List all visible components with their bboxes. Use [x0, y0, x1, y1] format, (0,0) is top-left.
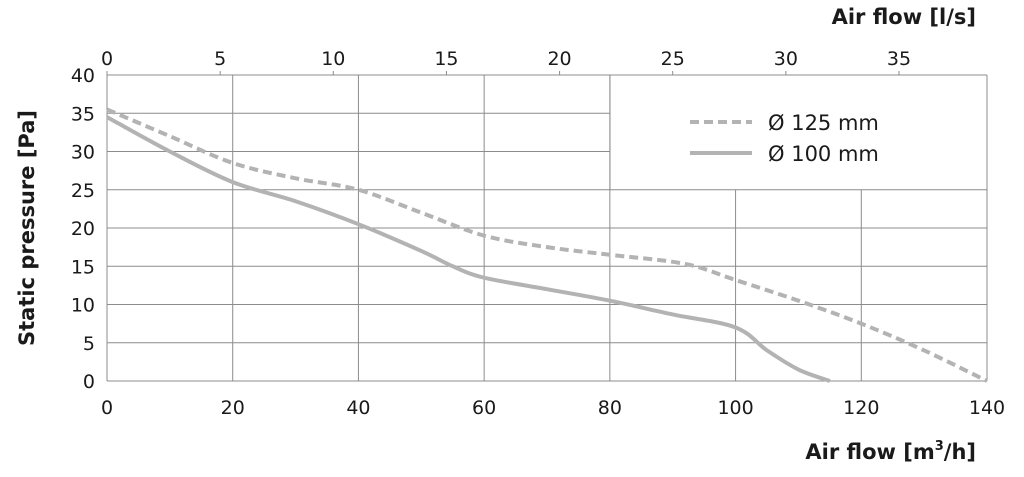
y-tick-label: 35 [71, 103, 95, 125]
x-tick-label: 80 [598, 397, 622, 419]
y-tick-label: 30 [71, 142, 95, 164]
x-tick-label: 100 [717, 397, 753, 419]
y-axis-label: Static pressure [Pa] [15, 110, 39, 346]
x-top-tick-label: 30 [774, 48, 798, 70]
x-tick-label: 120 [843, 397, 879, 419]
x-top-tick-label: 10 [321, 48, 345, 70]
series-line-125mm [106, 107, 988, 383]
legend-label: Ø 125 mm [768, 111, 879, 135]
tick-labels: 0 5 10 15 20 25 30 35 40 0 20 40 60 80 100 120 140 0 5 10 15… [71, 48, 1005, 419]
x-axis-bottom-label: Air flow [m3/h] [805, 439, 976, 464]
y-tick-label: 15 [71, 256, 95, 278]
x-top-tick-label: 35 [887, 48, 911, 70]
x-top-tick-label: 20 [547, 48, 571, 70]
legend-label: Ø 100 mm [768, 142, 879, 166]
x-top-tick-label: 0 [101, 48, 113, 70]
x-axis-top-label: Air flow [l/s] [832, 5, 976, 29]
y-tick-label: 25 [71, 180, 95, 202]
y-tick-label: 40 [71, 65, 95, 87]
x-tick-label: 40 [346, 397, 370, 419]
y-tick-label: 20 [71, 218, 95, 240]
series-line-100mm [106, 115, 831, 383]
legend: Ø 125 mm Ø 100 mm [690, 111, 879, 166]
x-tick-label: 140 [969, 397, 1005, 419]
x-tick-label: 20 [221, 397, 245, 419]
x-tick-label: 0 [101, 397, 113, 419]
y-tick-label: 0 [83, 371, 95, 393]
x-top-tick-label: 25 [661, 48, 685, 70]
y-tick-label: 5 [83, 333, 95, 355]
x-top-tick-label: 15 [434, 48, 458, 70]
y-tick-label: 10 [71, 295, 95, 317]
x-top-tick-label: 5 [214, 48, 226, 70]
x-tick-label: 60 [472, 397, 496, 419]
series-lines [106, 107, 988, 383]
